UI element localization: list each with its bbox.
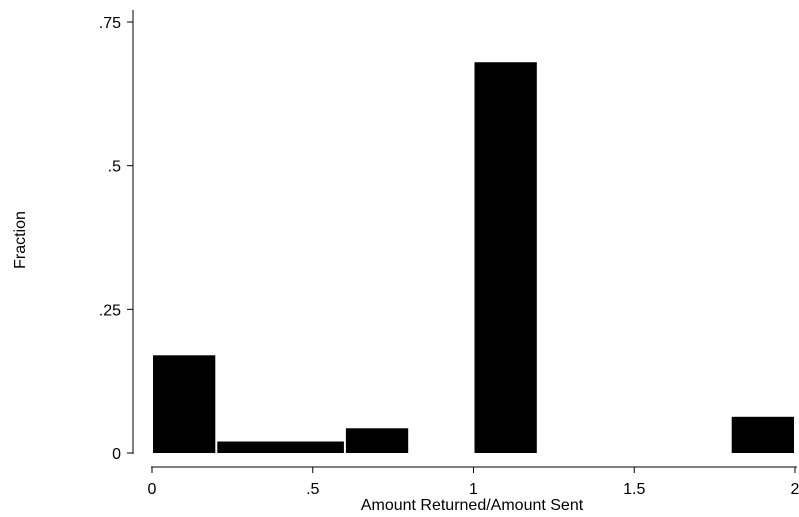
x-tick-label-1: .5 <box>306 481 319 498</box>
x-ticks-group: 0 .5 1 1.5 2 <box>148 467 799 498</box>
bar-1 <box>153 355 216 453</box>
y-ticks-group: 0 .25 .5 .75 <box>99 15 133 463</box>
x-axis-title: Amount Returned/Amount Sent <box>361 497 584 514</box>
y-tick-label-1: .25 <box>99 302 121 319</box>
x-tick-label-3: 1.5 <box>623 481 645 498</box>
bar-4 <box>474 62 537 454</box>
y-axis-title: Fraction <box>12 211 29 269</box>
y-tick-label-2: .5 <box>108 159 121 176</box>
bars-group <box>153 62 794 454</box>
x-tick-label-0: 0 <box>148 481 157 498</box>
plot-area: 0 .25 .5 .75 0 .5 1 1.5 2 <box>99 10 799 498</box>
bar-3 <box>345 428 409 453</box>
bar-2 <box>217 441 344 453</box>
y-tick-label-3: .75 <box>99 15 121 32</box>
y-tick-label-0: 0 <box>112 446 121 463</box>
bar-5 <box>731 416 794 453</box>
x-tick-label-4: 2 <box>791 481 799 498</box>
x-tick-label-2: 1 <box>469 481 478 498</box>
